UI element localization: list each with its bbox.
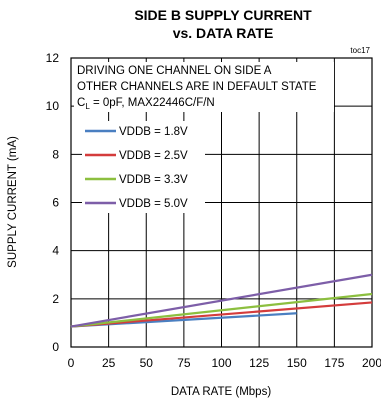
y-tick-label: 12 <box>46 51 60 65</box>
x-tick-label: 100 <box>211 356 231 370</box>
y-tick-label: 4 <box>52 244 59 258</box>
y-axis-label: SUPPLY CURRENT (mA) <box>7 136 19 268</box>
series-lines <box>70 273 373 328</box>
legend-label: VDDB = 2.5V <box>119 150 188 162</box>
legend-background <box>82 121 205 213</box>
y-tick-label: 0 <box>52 340 59 354</box>
tick-labels: 0 25 50 75 100 125 150 175 200 0 2 4 6 8 10 12 <box>46 51 381 370</box>
x-tick-label: 200 <box>362 356 381 370</box>
plot-area <box>70 57 373 348</box>
x-tick-label: 0 <box>68 356 75 370</box>
y-tick-label: 10 <box>46 99 60 113</box>
x-tick-label: 25 <box>102 356 116 370</box>
y-tick-label: 6 <box>52 196 59 210</box>
annotation-line-2: OTHER CHANNELS ARE IN DEFAULT STATE <box>77 81 317 93</box>
y-tick-label: 2 <box>52 292 59 306</box>
chart-title: SIDE B SUPPLY CURRENT <box>134 7 312 23</box>
legend: VDDB = 1.8V VDDB = 2.5V VDDB = 3.3V VDDB = … <box>82 121 205 213</box>
x-tick-label: 175 <box>324 356 344 370</box>
chart-subtitle: vs. DATA RATE <box>173 25 274 41</box>
legend-label: VDDB = 5.0V <box>119 198 188 210</box>
x-tick-label: 50 <box>140 356 154 370</box>
annotation-cap-symbol: C <box>77 97 85 109</box>
annotation-cap-value: = 0pF, MAX22446C/F/N <box>90 97 215 109</box>
y-tick-label: 8 <box>52 147 59 161</box>
x-tick-label: 125 <box>249 356 269 370</box>
chart-code: toc17 <box>350 46 370 55</box>
annotation-line-3: CL = 0pF, MAX22446C/F/N <box>77 97 215 111</box>
series-line <box>70 301 373 328</box>
x-axis-label: DATA RATE (Mbps) <box>171 386 271 398</box>
legend-label: VDDB = 1.8V <box>119 126 188 138</box>
x-tick-label: 75 <box>177 356 191 370</box>
annotation-line-1: DRIVING ONE CHANNEL ON SIDE A <box>77 65 272 77</box>
series-line <box>70 292 373 328</box>
x-tick-label: 150 <box>287 356 307 370</box>
series-line <box>70 273 373 328</box>
legend-label: VDDB = 3.3V <box>119 174 188 186</box>
annotation-cap-subscript: L <box>85 102 90 111</box>
annotation-background <box>74 62 334 112</box>
